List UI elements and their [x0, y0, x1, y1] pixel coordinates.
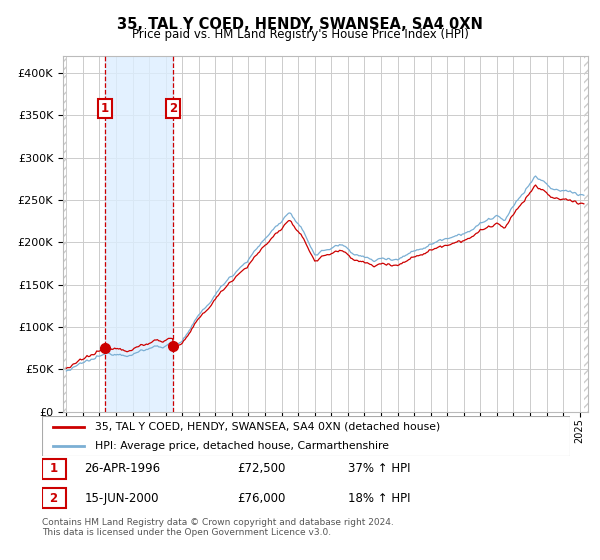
Bar — [63, 56, 67, 412]
Bar — [105, 56, 173, 412]
Bar — [584, 56, 588, 412]
FancyBboxPatch shape — [42, 416, 570, 456]
FancyBboxPatch shape — [42, 488, 66, 508]
Text: 37% ↑ HPI: 37% ↑ HPI — [348, 462, 411, 475]
Text: HPI: Average price, detached house, Carmarthenshire: HPI: Average price, detached house, Carm… — [95, 441, 389, 451]
Text: 18% ↑ HPI: 18% ↑ HPI — [348, 492, 411, 505]
Text: Contains HM Land Registry data © Crown copyright and database right 2024.
This d: Contains HM Land Registry data © Crown c… — [42, 518, 394, 538]
Bar — [63, 56, 67, 412]
Text: £76,000: £76,000 — [238, 492, 286, 505]
Text: 1: 1 — [101, 102, 109, 115]
Text: 15-JUN-2000: 15-JUN-2000 — [84, 492, 159, 505]
Text: 35, TAL Y COED, HENDY, SWANSEA, SA4 0XN (detached house): 35, TAL Y COED, HENDY, SWANSEA, SA4 0XN … — [95, 422, 440, 432]
Text: 2: 2 — [169, 102, 178, 115]
Text: Price paid vs. HM Land Registry's House Price Index (HPI): Price paid vs. HM Land Registry's House … — [131, 28, 469, 41]
FancyBboxPatch shape — [42, 459, 66, 479]
Text: 35, TAL Y COED, HENDY, SWANSEA, SA4 0XN: 35, TAL Y COED, HENDY, SWANSEA, SA4 0XN — [117, 17, 483, 32]
Text: 26-APR-1996: 26-APR-1996 — [84, 462, 160, 475]
Text: 1: 1 — [50, 462, 58, 475]
Text: 2: 2 — [50, 492, 58, 505]
Text: £72,500: £72,500 — [238, 462, 286, 475]
